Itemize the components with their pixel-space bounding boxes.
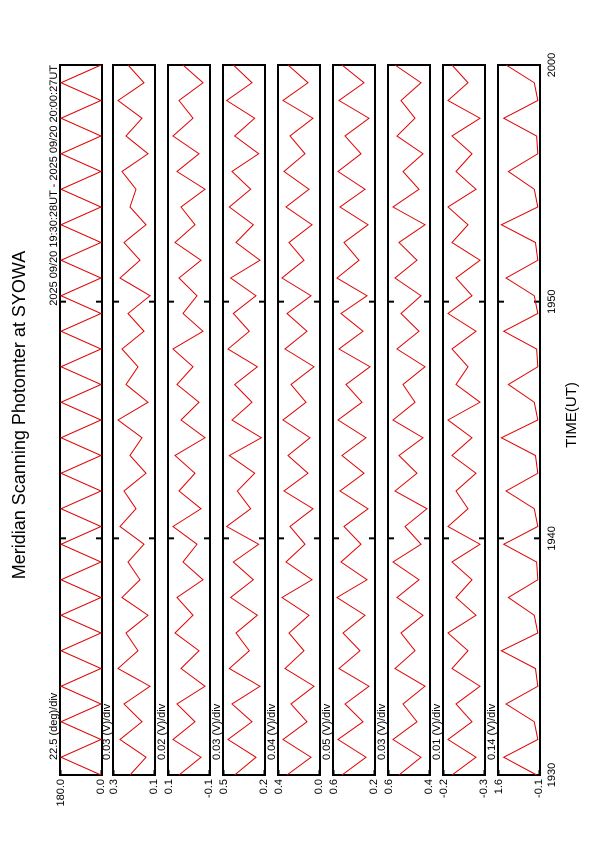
panel-frame [387, 64, 431, 776]
signal-line [281, 64, 315, 776]
y-tick-label: 0.2 [258, 779, 270, 794]
signal-line [500, 64, 539, 776]
scale-label: 0.04 (V)/div [266, 703, 278, 760]
signal-line [447, 64, 481, 776]
y-tick-label: -0.1 [203, 779, 215, 798]
signal-line [117, 64, 151, 776]
scale-label: 0.03 (V)/div [376, 703, 388, 760]
panel-frame [332, 64, 376, 776]
time-range: 2025 09/20 19:30:28UT - 2025 09/20 20:00… [48, 65, 60, 306]
y-tick-label: 0.6 [328, 779, 340, 794]
signal-line [392, 64, 428, 776]
scale-label: 0.03 (V)/div [101, 703, 113, 760]
y-tick-label: 0.5 [218, 779, 230, 794]
y-tick-label: 180.0 [55, 779, 67, 807]
panel-frame [112, 64, 156, 776]
x-tick-label: 1930 [546, 763, 558, 787]
signal-line [59, 64, 103, 776]
y-tick-label: 0.1 [163, 779, 175, 794]
scale-label: 22.5 (deg)/div [48, 692, 60, 760]
x-tick-label: 1950 [546, 289, 558, 313]
signal-line [172, 64, 206, 776]
scale-label: 0.01 (V)/div [431, 703, 443, 760]
y-tick-label: -0.2 [438, 779, 450, 798]
y-tick-label: 1.6 [493, 779, 505, 794]
y-tick-label: -0.3 [478, 779, 490, 798]
y-tick-label: 0.6 [383, 779, 395, 794]
panel-frame [497, 64, 541, 776]
y-tick-label: 0.2 [368, 779, 380, 794]
signal-line [336, 64, 371, 776]
panel-frame [442, 64, 486, 776]
signal-line [225, 64, 263, 776]
y-tick-label: 0.0 [313, 779, 325, 794]
y-tick-label: 0.1 [148, 779, 160, 794]
scale-label: 0.02 (V)/div [156, 703, 168, 760]
scale-label: 0.05 (V)/div [321, 703, 333, 760]
y-tick-label: 0.3 [108, 779, 120, 794]
panel-frame [277, 64, 321, 776]
scale-label: 0.03 (V)/div [211, 703, 223, 760]
scale-label: 0.14 (V)/div [486, 703, 498, 760]
y-tick-label: 0.4 [273, 779, 285, 794]
y-tick-label: 0.0 [95, 779, 107, 794]
y-tick-label: 0.4 [423, 779, 435, 794]
chart-title: Meridian Scanning Photomter at SYOWA [9, 251, 29, 579]
x-tick-label: 1940 [546, 526, 558, 550]
y-tick-label: -0.1 [533, 779, 545, 798]
panel-frame [222, 64, 266, 776]
rotated-plot: Meridian Scanning Photomter at SYOWA 202… [9, 53, 580, 807]
x-axis-title: TIME(UT) [563, 382, 580, 448]
x-tick-label: 2000 [546, 53, 558, 77]
panel-frame [167, 64, 211, 776]
